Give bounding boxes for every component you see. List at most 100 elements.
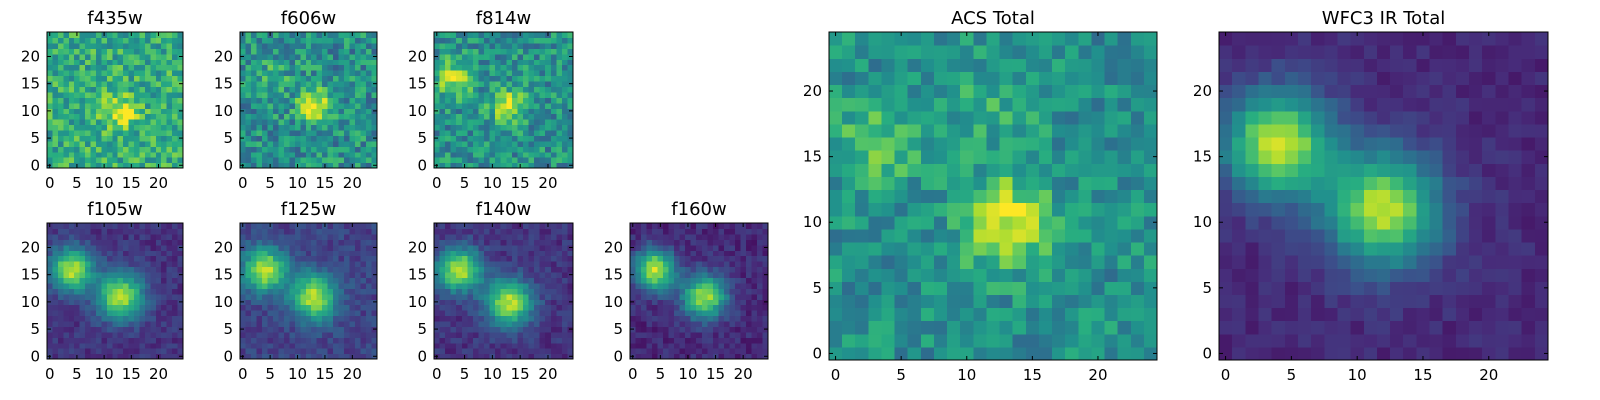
heatmap-cell (79, 75, 86, 82)
heatmap-cell (550, 261, 557, 268)
heatmap-cell (434, 282, 441, 289)
heatmap-cell (456, 271, 463, 278)
heatmap-cell (556, 135, 563, 142)
heatmap-cell (261, 75, 268, 82)
heatmap-cell (123, 64, 130, 71)
heatmap-cell (472, 299, 480, 306)
heatmap-cell (344, 108, 351, 115)
heatmap-cell (289, 70, 296, 77)
heatmap-cell (1038, 307, 1053, 322)
heatmap-cell (489, 53, 496, 60)
heatmap-cell (534, 129, 541, 136)
heatmap-cell (112, 244, 119, 251)
heatmap-cell (366, 353, 373, 360)
heatmap-cell (439, 53, 446, 60)
heatmap-cell (1091, 255, 1106, 269)
heatmap-cell (316, 113, 323, 120)
heatmap-cell (261, 80, 268, 87)
heatmap-cell (117, 86, 124, 93)
heatmap-cell (439, 250, 446, 257)
heatmap-cell (349, 288, 356, 295)
heatmap-cell (511, 97, 518, 104)
heatmap-cell (511, 293, 518, 300)
heatmap-cell (155, 348, 162, 355)
heatmap-cell (445, 140, 452, 147)
heatmap-cell (539, 271, 546, 278)
heatmap-cell (561, 42, 569, 49)
heatmap-cell (550, 293, 557, 300)
heatmap-cell (484, 244, 491, 251)
heatmap-cell (641, 255, 648, 262)
heatmap-cell (484, 299, 491, 306)
heatmap-cell (1143, 176, 1158, 191)
heatmap-cell (240, 250, 247, 257)
heatmap-cell (1025, 281, 1040, 295)
heatmap-cell (663, 304, 670, 311)
heatmap-cell (434, 304, 441, 311)
heatmap-cell (134, 228, 141, 235)
heatmap-cell (355, 59, 362, 66)
heatmap-cell (467, 223, 474, 230)
heatmap-cell (712, 282, 719, 289)
heatmap-cell (696, 271, 703, 278)
heatmap-cell (472, 162, 480, 169)
heatmap-cell (567, 64, 574, 71)
heatmap-cell (652, 282, 659, 289)
heatmap-cell (500, 299, 507, 306)
x-tick-label: 5 (72, 365, 82, 383)
heatmap-cell (696, 304, 703, 311)
heatmap-cell (172, 135, 179, 142)
heatmap-cell (261, 64, 268, 71)
heatmap-cell (439, 239, 446, 246)
heatmap-cell (371, 337, 378, 344)
heatmap-cell (652, 261, 659, 268)
heatmap-cell (371, 32, 378, 39)
heatmap-cell (322, 140, 329, 147)
heatmap-cell (679, 228, 686, 235)
heatmap-cell (1065, 294, 1079, 309)
heatmap-cell (74, 75, 81, 82)
heatmap-cell (635, 277, 642, 284)
heatmap-cell (338, 140, 345, 147)
heatmap-cell (161, 337, 168, 344)
heatmap-cell (166, 244, 173, 251)
heatmap-cell (355, 162, 362, 169)
heatmap-cell (283, 86, 290, 93)
heatmap-cell (855, 228, 869, 243)
heatmap-cell (101, 146, 108, 153)
heatmap-cell (718, 304, 725, 311)
heatmap-cell (316, 244, 323, 251)
heatmap-cell (256, 233, 263, 240)
heatmap-cell (267, 326, 274, 333)
heatmap-cell (333, 282, 340, 289)
heatmap-cell (117, 70, 124, 77)
heatmap-cell (907, 215, 922, 230)
heatmap-cell (467, 353, 474, 360)
heatmap-cell (762, 293, 769, 300)
heatmap-cell (439, 151, 446, 158)
heatmap-cell (161, 282, 168, 289)
heatmap-cell (177, 146, 184, 153)
heatmap-cell (333, 162, 340, 169)
heatmap-cell (300, 315, 307, 322)
heatmap-cell (556, 157, 563, 164)
heatmap-cell (484, 293, 491, 300)
heatmap-cell (366, 233, 373, 240)
heatmap-cell (112, 162, 119, 169)
heatmap-cell (756, 250, 764, 257)
heatmap-cell (79, 108, 86, 115)
heatmap-cell (489, 64, 496, 71)
heatmap-cell (495, 108, 502, 115)
heatmap-cell (740, 277, 747, 284)
heatmap-cell (128, 342, 135, 349)
heatmap-cell (344, 261, 351, 268)
heatmap-cell (511, 32, 518, 39)
heatmap-cell (349, 326, 356, 333)
x-tick-label: 0 (45, 174, 55, 192)
heatmap-cell (1025, 189, 1040, 204)
heatmap-cell (68, 261, 75, 268)
heatmap-cell (718, 282, 725, 289)
heatmap-cell (484, 70, 491, 77)
heatmap-cell (561, 102, 569, 109)
heatmap-cell (366, 157, 373, 164)
